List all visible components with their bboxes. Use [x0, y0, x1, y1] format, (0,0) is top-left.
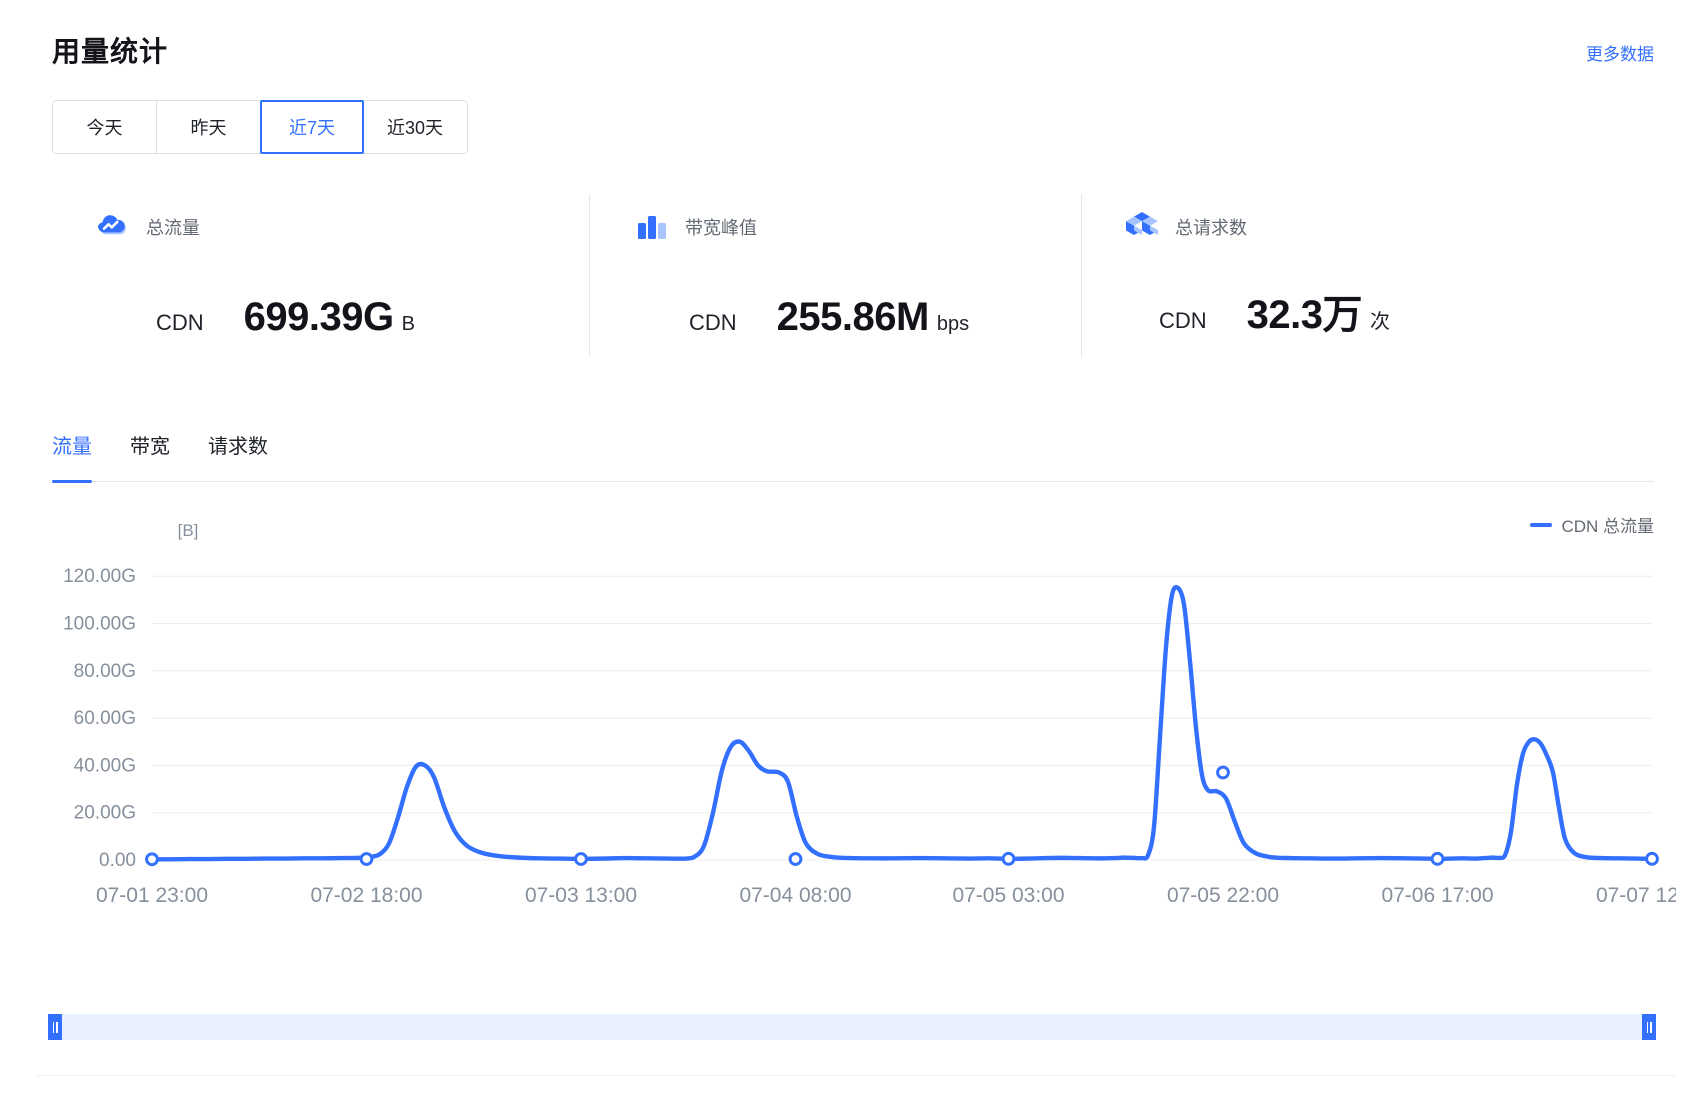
stat-header: 总请求数	[1123, 208, 1247, 246]
page-header: 用量统计 更多数据	[52, 30, 1654, 80]
legend-label-cdn-total-traffic: CDN 总流量	[1561, 517, 1654, 536]
x-axis-tick-label: 07-05 03:00	[952, 884, 1064, 907]
x-axis-tick-label: 07-02 18:00	[310, 884, 422, 907]
datazoom-track[interactable]	[48, 1014, 1656, 1040]
x-axis-tick-label: 07-07 12:00	[1596, 884, 1676, 907]
x-axis-tick-label: 07-04 08:00	[739, 884, 851, 907]
y-axis-tick-label: 20.00G	[74, 803, 136, 824]
series-line-cdn-total-traffic	[149, 584, 1655, 862]
series-data-point-marker[interactable]	[359, 852, 374, 866]
page-title: 用量统计	[52, 36, 169, 67]
series-data-point-marker[interactable]	[1430, 851, 1445, 866]
y-axis-unit-label: [B]	[178, 521, 199, 540]
cloud-trend-icon	[94, 208, 132, 246]
datazoom-handle-left[interactable]	[48, 1014, 62, 1040]
series-data-point-marker[interactable]	[1001, 851, 1016, 866]
more-data-link[interactable]: 更多数据	[1586, 45, 1654, 64]
range-tab-today[interactable]: 今天	[53, 101, 157, 153]
stat-card-total-requests: 总请求数 CDN 32.3万 次	[1081, 188, 1601, 388]
tab-bandwidth[interactable]: 带宽	[130, 436, 170, 458]
grip-line-icon	[52, 1021, 54, 1033]
stat-card-peak-bandwidth: 带宽峰值 CDN 255.86M bps	[589, 188, 1081, 388]
chart-datazoom-slider[interactable]	[48, 1014, 1656, 1040]
cube-stack-icon	[1123, 208, 1161, 246]
range-tab-last-7-days[interactable]: 近7天	[260, 100, 364, 154]
bar-chart-icon	[633, 208, 671, 246]
y-axis-tick-label: 100.00G	[63, 613, 136, 634]
series-data-point-marker[interactable]	[145, 852, 159, 867]
y-axis-tick-label: 40.00G	[74, 755, 136, 776]
y-axis-tick-label: 60.00G	[74, 708, 136, 729]
stat-value: 699.39G	[243, 295, 394, 339]
grip-line-icon	[1646, 1021, 1648, 1033]
stat-value: 255.86M	[776, 295, 930, 339]
stat-source-label: CDN	[689, 310, 737, 335]
datazoom-handle-right[interactable]	[1642, 1014, 1656, 1040]
stat-source-label: CDN	[1159, 308, 1207, 333]
series-data-point-marker[interactable]	[1645, 851, 1659, 866]
stat-body: CDN 699.39G B	[156, 295, 415, 340]
traffic-line-chart: CDN 总流量 [B] 0.00 20.00G 40.00G 60.00G 80.00G 1…	[36, 500, 1676, 1000]
tab-requests[interactable]: 请求数	[208, 436, 268, 458]
stat-divider	[1081, 194, 1082, 357]
y-axis-tick-label: 0.00	[99, 850, 136, 871]
y-axis-tick-label: 120.00G	[63, 566, 136, 587]
stat-header: 带宽峰值	[633, 208, 757, 246]
metric-tabs[interactable]: 流量 带宽 请求数	[52, 430, 1654, 483]
range-tab-yesterday[interactable]: 昨天	[157, 101, 261, 153]
x-axis-tick-label: 07-01 23:00	[96, 884, 208, 907]
series-data-point-marker[interactable]	[788, 852, 803, 866]
stat-unit: B	[401, 313, 415, 335]
chart-canvas: [B] 0.00 20.00G 40.00G 60.00G 80.00G 100.00G 12…	[63, 521, 1676, 907]
grip-line-icon	[1650, 1021, 1652, 1033]
stat-divider	[589, 194, 590, 357]
x-axis-tick-label: 07-06 17:00	[1381, 884, 1493, 907]
stat-name: 带宽峰值	[685, 218, 757, 238]
y-axis-tick-label: 80.00G	[74, 661, 136, 682]
range-tab-last-30-days[interactable]: 近30天	[363, 101, 467, 153]
stat-name: 总请求数	[1175, 218, 1247, 238]
stat-unit: bps	[936, 313, 970, 335]
grip-line-icon	[56, 1021, 58, 1033]
summary-stats: 总流量 CDN 699.39G B 带宽峰值	[52, 188, 1654, 388]
stat-header: 总流量	[94, 208, 200, 246]
stat-name: 总流量	[146, 218, 200, 238]
legend-line-marker	[1530, 522, 1553, 527]
stat-body: CDN 255.86M bps	[689, 295, 969, 340]
stat-source-label: CDN	[156, 310, 204, 335]
stat-card-total-traffic: 总流量 CDN 699.39G B	[52, 188, 589, 388]
bottom-divider	[36, 1075, 1676, 1076]
stat-value: 32.3万	[1246, 293, 1363, 337]
stat-body: CDN 32.3万 次	[1159, 282, 1390, 340]
x-axis-tick-label: 07-05 22:00	[1167, 884, 1279, 907]
stat-unit: 次	[1370, 311, 1391, 333]
series-data-point-marker[interactable]	[1216, 765, 1230, 780]
x-axis-tick-label: 07-03 13:00	[525, 884, 637, 907]
chart-legend[interactable]: CDN 总流量	[1530, 512, 1654, 537]
series-data-point-marker[interactable]	[574, 852, 588, 866]
tab-traffic[interactable]: 流量	[52, 430, 92, 483]
date-range-segmented-control[interactable]: 今天 昨天 近7天 近30天	[52, 100, 468, 154]
